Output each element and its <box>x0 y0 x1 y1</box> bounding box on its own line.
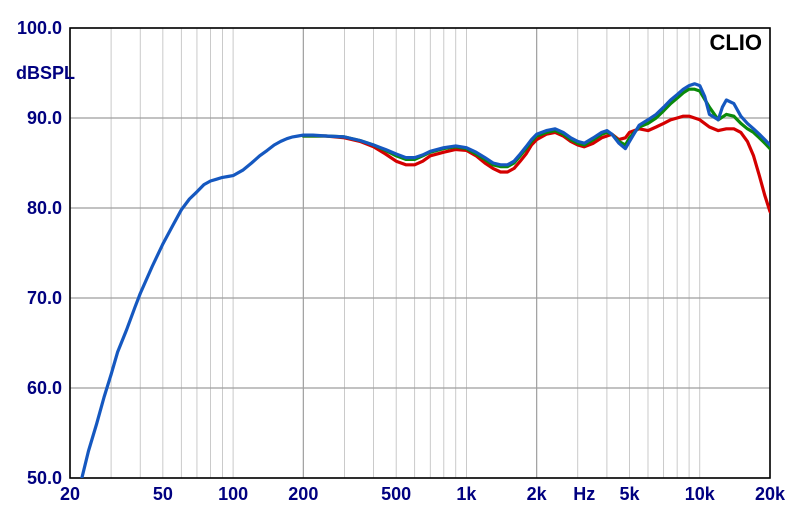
x-tick-label: 1k <box>456 484 477 504</box>
x-tick-label: 5k <box>620 484 641 504</box>
y-tick-label: 80.0 <box>27 198 62 218</box>
x-tick-label: 50 <box>153 484 173 504</box>
brand-label: CLIO <box>709 30 762 55</box>
x-tick-label: 10k <box>685 484 716 504</box>
x-tick-label: 20k <box>755 484 786 504</box>
frequency-response-chart: 50.0 60.0 70.0 80.0 90.0 100.0 dBSPL 20 50 100 200… <box>0 0 800 515</box>
y-axis-unit: dBSPL <box>16 63 75 83</box>
x-tick-label: 500 <box>381 484 411 504</box>
y-tick-label: 60.0 <box>27 378 62 398</box>
x-tick-label: 2k <box>527 484 548 504</box>
x-tick-label: 200 <box>288 484 318 504</box>
x-tick-label: 100 <box>218 484 248 504</box>
y-tick-label: 50.0 <box>27 468 62 488</box>
y-tick-label: 70.0 <box>27 288 62 308</box>
x-tick-label: 20 <box>60 484 80 504</box>
y-tick-label: 100.0 <box>17 18 62 38</box>
x-axis-unit: Hz <box>573 484 595 504</box>
y-tick-label: 90.0 <box>27 108 62 128</box>
